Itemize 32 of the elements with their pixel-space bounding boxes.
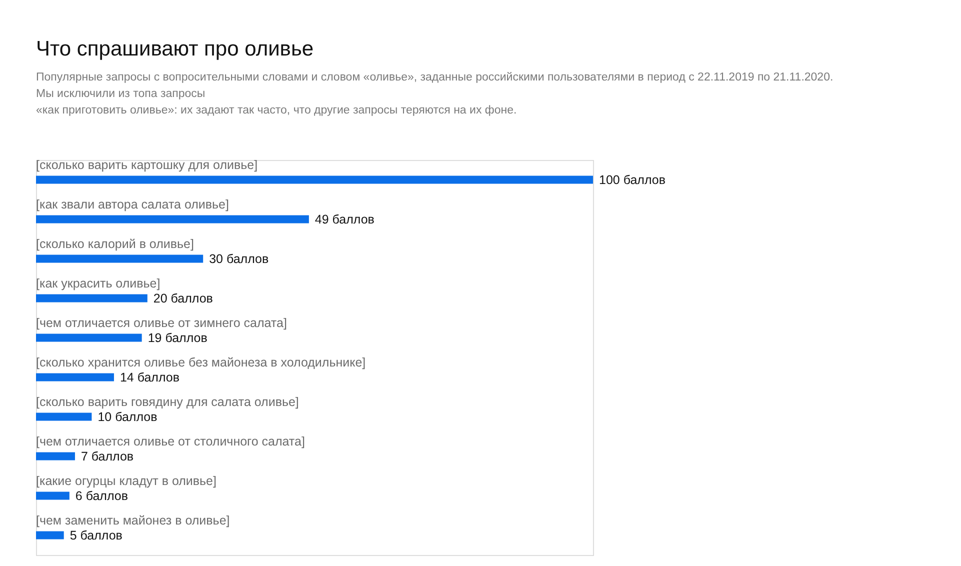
y-tick-label: [сколько хранится оливье без майонеза в холодильнике] xyxy=(36,355,366,370)
y-tick-label: [чем отличается оливье от столичного салата] xyxy=(36,434,305,448)
y-tick-label: [какие огурцы кладут в оливье] xyxy=(36,474,216,488)
bar xyxy=(36,492,70,500)
y-tick-label: [как украсить оливье] xyxy=(36,276,160,290)
data-label: 19 баллов xyxy=(148,330,208,345)
bar xyxy=(36,254,204,263)
y-tick-label: [сколько варить картошку для оливье] xyxy=(36,158,258,172)
data-label: 100 баллов xyxy=(599,172,666,187)
bar xyxy=(36,452,75,460)
data-label: 10 баллов xyxy=(98,410,158,424)
y-tick-label: [чем заменить майонез в оливье] xyxy=(36,513,230,528)
y-tick-label: [как звали автора салата оливье] xyxy=(36,197,229,212)
y-tick-label: [сколько калорий в оливье] xyxy=(36,236,194,251)
data-label: 14 баллов xyxy=(120,370,180,384)
y-tick-label: [чем отличается оливье от зимнего салата] xyxy=(36,316,287,330)
data-label: 7 баллов xyxy=(80,449,134,464)
data-label: 6 баллов xyxy=(75,488,128,503)
bar xyxy=(36,176,593,184)
bar xyxy=(36,412,92,421)
data-label: 5 баллов xyxy=(70,528,123,542)
data-label: 20 баллов xyxy=(153,291,214,306)
data-label: 49 баллов xyxy=(314,212,375,226)
y-tick-label: [сколько варить говядину для салата оливье] xyxy=(36,394,299,409)
chart-subtitle: Популярные запросы с вопросительными словами и словом «оливье», заданные российскими пользователями в период с 22.11.2019 по 21.11.2020. Мы исключили из топа запросы «как приготовить оливье»: их задают так часто, что другие запросы теряются на их фоне. xyxy=(36,71,834,116)
bar xyxy=(36,294,148,302)
bar xyxy=(36,373,114,382)
chart-title: Что спрашивают про оливье xyxy=(36,37,314,60)
bar xyxy=(36,334,142,342)
bar xyxy=(36,531,64,540)
data-label: 30 баллов xyxy=(209,252,269,266)
bar xyxy=(36,215,309,224)
